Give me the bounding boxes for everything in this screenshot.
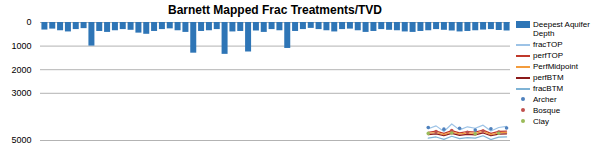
html-text:perfTOP: perfTOP [533, 51, 564, 60]
html-text:fracTOP: fracTOP [533, 40, 563, 49]
svg-text:3000: 3000 [11, 88, 31, 98]
html-text:Deepest Aquifer Depth: Deepest Aquifer Depth [533, 20, 590, 38]
svg-text:5000: 5000 [11, 135, 31, 145]
html-text:Archer: Archer [533, 95, 557, 104]
svg-text:1000: 1000 [11, 41, 31, 51]
svg-text:2000: 2000 [11, 65, 31, 75]
html-text:PerfMidpoint: PerfMidpoint [533, 62, 578, 71]
html-text:Barnett Mapped Frac Treatments: Barnett Mapped Frac Treatments/TVD [168, 3, 382, 17]
html-text:Clay: Clay [533, 117, 549, 126]
html-text:perfBTM: perfBTM [533, 73, 564, 82]
svg-text:0: 0 [26, 18, 31, 27]
html-text:Bosque: Bosque [533, 106, 561, 115]
html-text:fracBTM: fracBTM [533, 84, 564, 93]
